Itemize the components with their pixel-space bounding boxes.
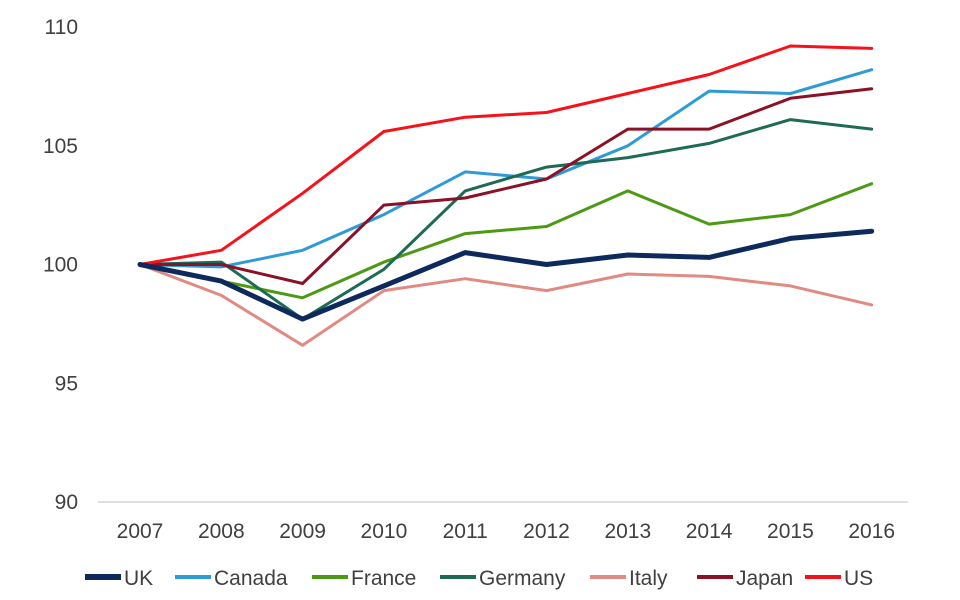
series-line-italy xyxy=(138,263,874,347)
legend-item-france: France xyxy=(312,567,416,590)
x-tick-label: 2013 xyxy=(604,520,651,543)
x-tick-label: 2016 xyxy=(848,520,895,543)
legend-label: UK xyxy=(124,567,153,590)
legend-item-japan: Japan xyxy=(697,567,793,590)
legend-label: US xyxy=(844,567,873,590)
legend: UK Canada France Germany Italy Japan US xyxy=(85,567,873,590)
legend-item-uk: UK xyxy=(85,567,153,590)
series-line-japan xyxy=(138,87,874,285)
x-axis: 2007 2008 2009 2010 2011 2012 2013 2014 2015 2016 xyxy=(98,501,908,543)
legend-label: Canada xyxy=(214,567,288,590)
legend-label: Italy xyxy=(629,567,668,590)
legend-item-germany: Germany xyxy=(440,567,566,590)
x-tick-label: 2014 xyxy=(686,520,733,543)
series-line-us xyxy=(138,44,874,266)
x-tick-label: 2015 xyxy=(767,520,814,543)
series-line-germany xyxy=(138,118,874,321)
series-lines xyxy=(137,44,875,347)
legend-label: Germany xyxy=(479,567,566,590)
x-tick-label: 2007 xyxy=(117,520,164,543)
legend-item-us: US xyxy=(805,567,873,590)
legend-item-canada: Canada xyxy=(175,567,288,590)
legend-label: France xyxy=(351,567,416,590)
series-line-uk xyxy=(137,228,875,322)
x-tick-label: 2012 xyxy=(523,520,570,543)
series-line-canada xyxy=(138,68,874,269)
legend-label: Japan xyxy=(736,567,793,590)
y-tick-label: 110 xyxy=(45,16,78,39)
legend-item-italy: Italy xyxy=(590,567,668,590)
y-tick-label: 95 xyxy=(55,372,78,395)
y-tick-label: 90 xyxy=(55,491,78,514)
y-axis: 90 95 100 105 110 xyxy=(43,16,78,514)
y-tick-label: 100 xyxy=(43,254,78,277)
x-tick-label: 2008 xyxy=(198,520,245,543)
x-tick-label: 2009 xyxy=(279,520,326,543)
y-tick-label: 105 xyxy=(43,135,78,158)
x-tick-label: 2011 xyxy=(443,520,488,543)
x-tick-label: 2010 xyxy=(361,520,408,543)
